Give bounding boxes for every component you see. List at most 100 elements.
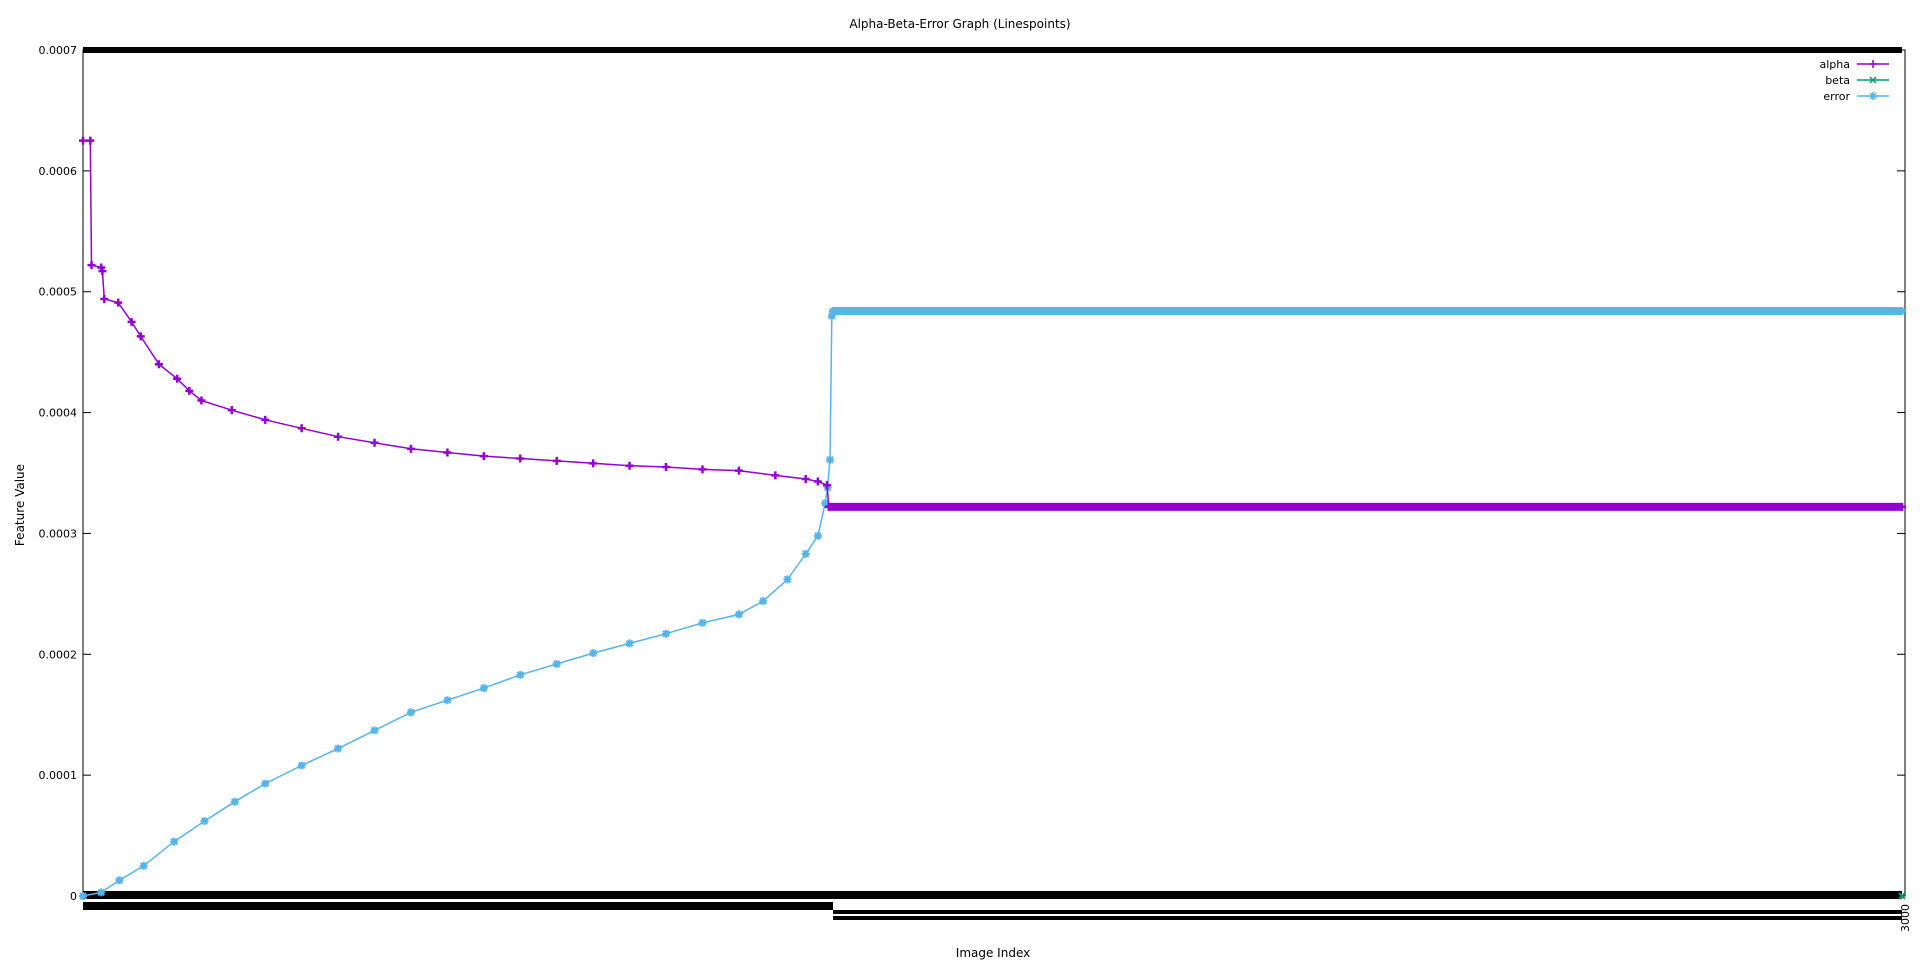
alpha-point	[227, 406, 236, 415]
error-point	[200, 817, 209, 826]
error-point	[334, 744, 343, 753]
error-point	[813, 531, 822, 540]
legend-marker-alpha	[1869, 60, 1877, 68]
error-point	[516, 670, 525, 679]
y-tick-label: 0.0005	[39, 286, 78, 299]
y-tick-label: 0.0001	[39, 769, 78, 782]
alpha-point	[197, 396, 206, 405]
error-point	[79, 892, 87, 900]
alpha-point	[662, 462, 671, 471]
error-point	[625, 639, 634, 648]
plot-frame	[82, 49, 1906, 897]
alpha-point	[479, 452, 488, 461]
alpha-point	[185, 386, 194, 395]
x-tick-label: 3000	[1899, 904, 1912, 932]
alpha-point	[173, 374, 182, 383]
error-point	[827, 311, 836, 320]
error-point	[115, 876, 124, 885]
alpha-point	[370, 438, 379, 447]
x-index-tick-clutter	[83, 902, 1902, 920]
alpha-point	[822, 481, 831, 490]
error-point	[662, 629, 671, 638]
alpha-point	[552, 456, 561, 465]
alpha-point	[154, 360, 163, 369]
alpha-point	[406, 444, 415, 453]
alpha-marker-band	[828, 502, 1902, 511]
error-point	[443, 696, 452, 705]
error-point	[759, 597, 768, 606]
y-tick-label: 0.0007	[39, 44, 78, 57]
error-point	[297, 761, 306, 770]
x-index-labels-dense	[833, 910, 1902, 914]
alpha-line	[83, 139, 1902, 508]
legend-label-alpha: alpha	[1820, 58, 1851, 71]
legend-item-alpha: alpha	[1820, 58, 1889, 71]
error-point	[552, 659, 561, 668]
y-tick-label: 0.0003	[39, 527, 78, 540]
y-tick-label: 0	[70, 890, 77, 903]
error-point	[829, 307, 838, 316]
alpha-point	[771, 471, 780, 480]
legend-label-beta: beta	[1825, 74, 1850, 87]
beta-point	[1898, 892, 1906, 900]
error-line	[82, 310, 1902, 897]
series-beta	[79, 891, 1906, 900]
alpha-point	[334, 432, 343, 441]
legend-label-error: error	[1823, 90, 1850, 103]
x-axis-label: Image Index	[956, 946, 1030, 960]
alpha-point	[443, 448, 452, 457]
y-axis-label: Feature Value	[13, 464, 27, 546]
series-error	[79, 307, 1906, 900]
alpha-point	[98, 267, 107, 276]
alpha-point	[136, 332, 145, 341]
alpha-point	[813, 477, 822, 486]
x-ticks: 3000	[83, 47, 1912, 932]
error-marker-band	[833, 307, 1902, 316]
error-point	[783, 575, 792, 584]
alpha-point	[625, 461, 634, 470]
alpha-point	[1897, 502, 1906, 511]
y-tick-label: 0.0002	[39, 648, 78, 661]
error-point	[406, 708, 415, 717]
alpha-point	[801, 475, 810, 484]
legend-item-error: error	[1823, 90, 1889, 103]
alpha-point	[261, 415, 270, 424]
chart-title: Alpha-Beta-Error Graph (Linespoints)	[849, 17, 1070, 31]
error-point	[97, 888, 106, 897]
top-marker-band	[83, 47, 1902, 53]
error-point	[370, 726, 379, 735]
alpha-point	[698, 465, 707, 474]
error-point	[261, 779, 270, 788]
error-point	[698, 618, 707, 627]
series-alpha	[79, 136, 1906, 511]
alpha-point	[824, 502, 833, 511]
alpha-point	[79, 136, 87, 145]
alpha-point	[127, 317, 136, 326]
y-tick-label: 0.0006	[39, 165, 78, 178]
error-point	[1897, 307, 1906, 316]
baseline-marker-band	[83, 891, 1902, 899]
alpha-point	[297, 424, 306, 433]
series-layer	[79, 136, 1906, 900]
legend-marker-beta	[1869, 76, 1877, 84]
error-point	[139, 861, 148, 870]
legend: alpha beta error	[1820, 58, 1889, 103]
error-point	[170, 837, 179, 846]
legend-marker-error	[1869, 92, 1877, 100]
alpha-point	[734, 466, 743, 475]
legend-item-beta: beta	[1825, 74, 1889, 87]
y-tick-label: 0.0004	[39, 407, 78, 420]
alpha-point	[589, 459, 598, 468]
error-point	[479, 684, 488, 693]
error-point	[734, 610, 743, 619]
error-point	[801, 549, 810, 558]
alpha-point	[114, 298, 123, 307]
error-point	[589, 649, 598, 658]
alpha-point	[87, 261, 96, 270]
alpha-point	[516, 454, 525, 463]
alpha-point	[100, 294, 109, 303]
y-ticks: 0 0.0001 0.0002 0.0003 0.0004 0.0005 0.0006 0.0…	[39, 44, 1905, 903]
error-point	[230, 797, 239, 806]
x-index-labels-dense	[833, 916, 1902, 920]
